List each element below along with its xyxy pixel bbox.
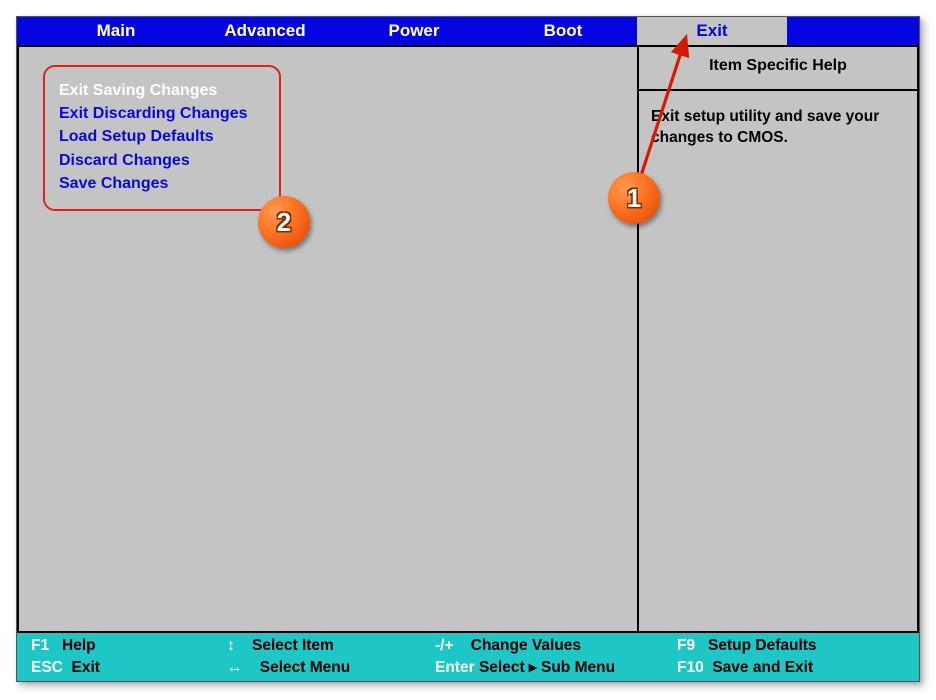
menu-pane: Exit Saving Changes Exit Discarding Chan… [17, 47, 639, 631]
label-select-menu: Select Menu [260, 659, 350, 676]
key-enter: Enter [435, 659, 475, 676]
label-exit: Exit [72, 659, 100, 676]
tab-main[interactable]: Main [41, 17, 191, 45]
label-select-item: Select Item [252, 637, 334, 654]
bios-window: Main Advanced Power Boot Exit Exit Savin… [16, 16, 920, 682]
key-esc: ESC [31, 659, 63, 676]
callout-bubble-2: 2 [258, 196, 310, 248]
label-help: Help [62, 637, 96, 654]
label-save-and-exit: Save and Exit [712, 659, 813, 676]
key-f9: F9 [677, 637, 695, 654]
key-f10: F10 [677, 659, 704, 676]
exit-menu-highlight-box: Exit Saving Changes Exit Discarding Chan… [43, 65, 281, 211]
label-setup-defaults: Setup Defaults [708, 637, 817, 654]
menu-item-exit-discarding[interactable]: Exit Discarding Changes [59, 102, 265, 125]
menu-item-save-changes[interactable]: Save Changes [59, 172, 265, 195]
key-f1: F1 [31, 637, 49, 654]
key-legend: F1 Help ESC Exit ↕ Select Item ↔ Select … [17, 633, 919, 681]
label-change-values: Change Values [471, 637, 581, 654]
leftright-arrow-icon: ↔ [227, 659, 243, 676]
content-area: Exit Saving Changes Exit Discarding Chan… [17, 45, 919, 633]
menubar-pad-left [17, 17, 41, 45]
label-select-submenu: Select ▸ Sub Menu [479, 659, 615, 676]
menu-item-exit-saving[interactable]: Exit Saving Changes [59, 79, 265, 102]
top-menubar: Main Advanced Power Boot Exit [17, 17, 919, 45]
menu-item-load-defaults[interactable]: Load Setup Defaults [59, 125, 265, 148]
tab-advanced[interactable]: Advanced [191, 17, 339, 45]
key-plusminus: -/+ [435, 637, 454, 654]
tab-power[interactable]: Power [339, 17, 489, 45]
menu-item-discard-changes[interactable]: Discard Changes [59, 149, 265, 172]
updown-arrow-icon: ↕ [227, 637, 235, 654]
menubar-pad-right [787, 17, 919, 45]
callout-bubble-1: 1 [608, 172, 660, 224]
